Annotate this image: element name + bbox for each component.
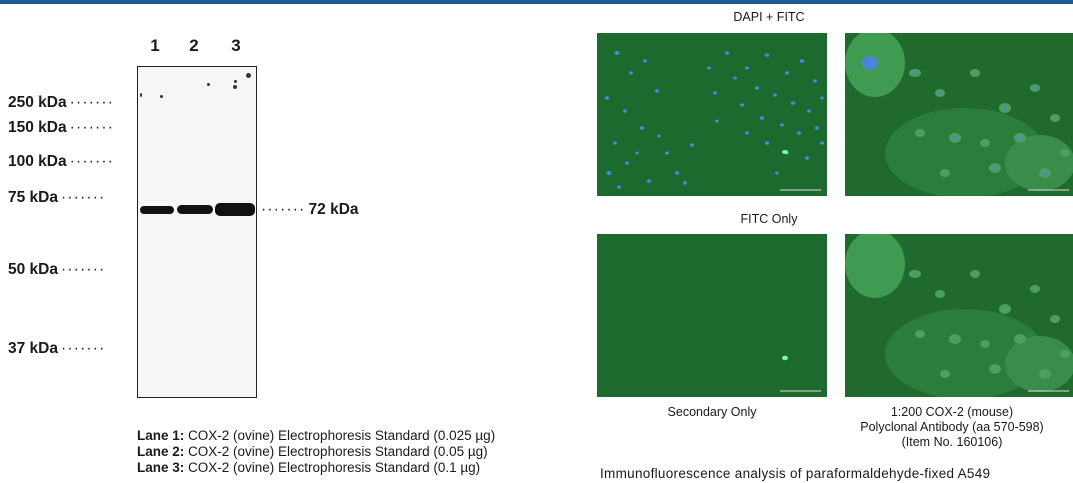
blot-speck: [233, 85, 237, 89]
if-panel-fitc-cox2: [845, 234, 1073, 397]
if-panel-dapi-cox2: [845, 33, 1073, 196]
dapi-cox2-micrograph: [845, 33, 1073, 196]
blot-speck: [207, 83, 210, 86]
blot-membrane: [137, 66, 257, 398]
marker-100kda: 100 kDa ·······: [8, 153, 115, 170]
caption-line-2: Polyclonal Antibody (aa 570-598): [860, 420, 1044, 434]
marker-50kda: 50 kDa ·······: [8, 261, 106, 278]
caption-line-3: (Item No. 160106): [901, 435, 1003, 449]
band-lane-1: [140, 206, 174, 214]
fitc-secondary-micrograph: [597, 234, 827, 397]
top-accent-rule: [0, 0, 1073, 4]
band-size-label: ······· 72 kDa: [261, 201, 359, 218]
band-lane-3: [215, 203, 255, 216]
caption-cox2-antibody: 1:200 COX-2 (mouse) Polyclonal Antibody …: [831, 405, 1073, 450]
marker-37kda: 37 kDa ·······: [8, 340, 106, 357]
if-heading-dapi-fitc: DAPI + FITC: [733, 10, 805, 24]
blot-speck: [246, 73, 251, 78]
blot-speck: [160, 95, 163, 98]
blot-speck: [234, 80, 237, 83]
if-panel-fitc-secondary: [597, 234, 827, 397]
lane-number-3: 3: [231, 36, 241, 55]
marker-150kda: 150 kDa ·······: [8, 119, 115, 136]
caption-secondary-only: Secondary Only: [667, 405, 757, 419]
if-panel-dapi-secondary: [597, 33, 827, 196]
if-heading-fitc-only: FITC Only: [740, 212, 798, 226]
if-description-text: Immunofluorescence analysis of paraforma…: [600, 466, 991, 481]
marker-75kda: 75 kDa ·······: [8, 189, 106, 206]
lane-legend-item-3: Lane 3: COX-2 (ovine) Electrophoresis St…: [137, 460, 481, 475]
lane-legend-item-1: Lane 1: COX-2 (ovine) Electrophoresis St…: [137, 428, 496, 443]
lane-legend-item-2: Lane 2: COX-2 (ovine) Electrophoresis St…: [137, 444, 488, 459]
band-lane-2: [177, 205, 213, 214]
lane-number-2: 2: [189, 36, 199, 55]
lane-legend: Lane 1: COX-2 (ovine) Electrophoresis St…: [137, 428, 495, 476]
blot-speck: [140, 93, 142, 97]
lane-number-1: 1: [150, 36, 160, 55]
dapi-secondary-micrograph: [597, 33, 827, 196]
caption-line-1: 1:200 COX-2 (mouse): [890, 405, 1014, 419]
fitc-cox2-micrograph: [845, 234, 1073, 397]
marker-250kda: 250 kDa ·······: [8, 94, 115, 111]
